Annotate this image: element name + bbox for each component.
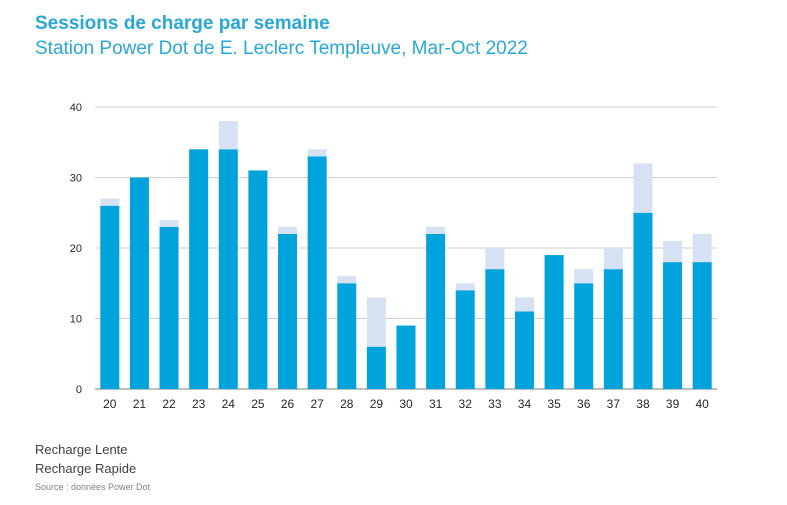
bar-recharge-lente — [692, 233, 712, 263]
x-tick-label: 34 — [518, 397, 532, 411]
chart-subtitle: Station Power Dot de E. Leclerc Templeuv… — [35, 38, 528, 59]
bar-recharge-rapide — [426, 233, 446, 389]
x-tick-label: 26 — [281, 397, 295, 411]
bar-recharge-rapide — [514, 311, 534, 389]
chart-title: Sessions de charge par semaine — [35, 13, 330, 34]
bar-recharge-rapide — [692, 262, 712, 389]
x-tick-label: 37 — [607, 397, 621, 411]
bar-recharge-lente — [366, 297, 386, 347]
bar-recharge-rapide — [100, 205, 120, 389]
bar-recharge-rapide — [485, 269, 505, 389]
y-axis-ticks: 0 10 20 30 40 — [70, 102, 82, 396]
x-tick-label: 31 — [429, 397, 443, 411]
bar-recharge-lente — [278, 226, 298, 234]
x-tick-label: 33 — [488, 397, 502, 411]
bar-recharge-rapide — [455, 290, 475, 389]
x-tick-label: 38 — [636, 397, 650, 411]
bar-recharge-rapide — [278, 233, 298, 389]
bar-recharge-rapide — [218, 149, 238, 389]
x-tick-label: 28 — [340, 397, 354, 411]
bar-recharge-lente — [100, 198, 120, 206]
bar-recharge-rapide — [337, 283, 357, 389]
legend-item-recharge-rapide: Recharge Rapide — [35, 461, 137, 476]
y-tick-label: 40 — [70, 102, 82, 114]
y-tick-label: 30 — [70, 173, 82, 185]
x-tick-label: 32 — [459, 397, 473, 411]
bar-recharge-rapide — [159, 226, 179, 389]
bar-recharge-rapide — [248, 170, 268, 389]
y-tick-label: 0 — [76, 384, 82, 396]
bar-recharge-rapide — [663, 262, 683, 389]
x-tick-label: 30 — [399, 397, 413, 411]
bar-recharge-rapide — [366, 346, 386, 389]
x-tick-label: 39 — [666, 397, 680, 411]
source-note: Source : données Power Dot — [35, 482, 151, 492]
x-axis-ticks: 20 21 22 23 24 25 26 27 28 29 30 31 32 33 34 35 36 37 38 39… — [103, 397, 709, 411]
bars — [100, 121, 712, 389]
bar-recharge-lente — [337, 276, 357, 284]
bar-recharge-lente — [514, 297, 534, 312]
bar-recharge-lente — [633, 163, 653, 213]
x-tick-label: 22 — [162, 397, 176, 411]
x-tick-label: 24 — [222, 397, 236, 411]
x-tick-label: 20 — [103, 397, 117, 411]
bar-recharge-rapide — [633, 212, 653, 389]
bar-recharge-lente — [307, 149, 327, 157]
legend-item-recharge-lente: Recharge Lente — [35, 442, 128, 457]
bar-recharge-lente — [485, 248, 505, 270]
bar-recharge-rapide — [189, 149, 209, 389]
bar-chart: 0 10 20 30 40 20 21 22 23 24 25 26 27 28 29 30 31 32 33 34… — [70, 102, 717, 411]
bar-recharge-rapide — [603, 269, 623, 389]
y-tick-label: 20 — [70, 243, 82, 255]
bar-recharge-rapide — [129, 177, 149, 389]
x-tick-label: 40 — [696, 397, 710, 411]
bar-recharge-rapide — [544, 255, 564, 389]
x-tick-label: 35 — [547, 397, 561, 411]
bar-recharge-rapide — [307, 156, 327, 389]
bar-recharge-lente — [159, 219, 179, 227]
bar-recharge-lente — [455, 283, 475, 291]
x-tick-label: 21 — [133, 397, 147, 411]
y-tick-label: 10 — [70, 314, 82, 326]
x-tick-label: 36 — [577, 397, 591, 411]
bar-recharge-lente — [574, 269, 594, 284]
bar-recharge-lente — [603, 248, 623, 270]
bar-recharge-lente — [663, 240, 683, 263]
bar-recharge-lente — [426, 226, 446, 234]
bar-recharge-rapide — [396, 325, 416, 389]
bar-recharge-lente — [218, 121, 238, 150]
x-tick-label: 25 — [251, 397, 265, 411]
x-tick-label: 27 — [310, 397, 324, 411]
x-tick-label: 23 — [192, 397, 206, 411]
bar-recharge-rapide — [574, 283, 594, 389]
x-tick-label: 29 — [370, 397, 384, 411]
